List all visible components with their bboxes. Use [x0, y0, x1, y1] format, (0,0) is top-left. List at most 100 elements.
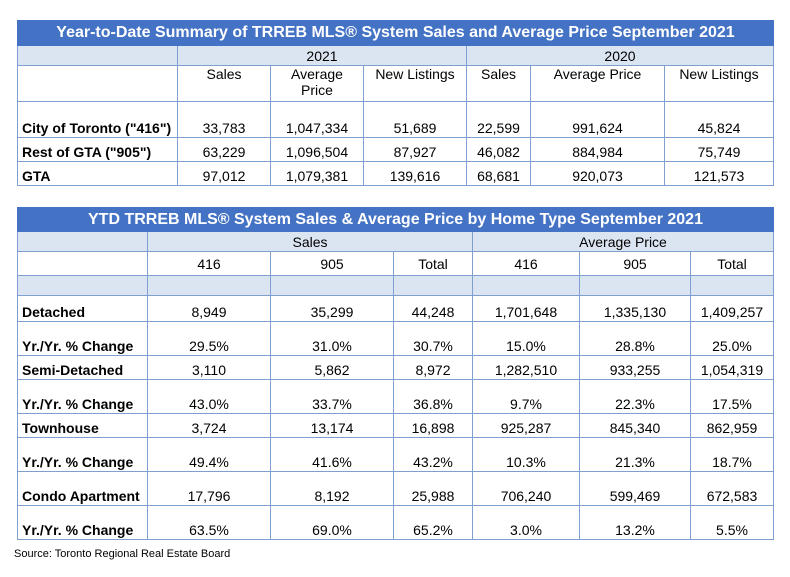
column-header: 905 — [270, 251, 394, 276]
cell: 16,898 — [393, 413, 473, 438]
ytd-summary-table: Year-to-Date Summary of TRREB MLS® Syste… — [17, 20, 774, 186]
cell: 45,824 — [664, 101, 774, 138]
row-label: Detached — [17, 295, 148, 322]
cell: 5,862 — [270, 355, 394, 380]
cell: 46,082 — [466, 137, 531, 162]
cell: 845,340 — [579, 413, 691, 438]
cell: 925,287 — [472, 413, 580, 438]
cell: 63.5% — [147, 505, 271, 540]
cell: 9.7% — [472, 379, 580, 414]
cell: 1,409,257 — [690, 295, 774, 322]
cell: 30.7% — [393, 321, 473, 356]
cell: 991,624 — [530, 101, 665, 138]
cell: 139,616 — [363, 161, 467, 186]
table-row: City of Toronto ("416") 33,783 1,047,334… — [17, 101, 774, 138]
cell: 1,335,130 — [579, 295, 691, 322]
cell: 68,681 — [466, 161, 531, 186]
cell: 1,282,510 — [472, 355, 580, 380]
cell: 1,054,319 — [690, 355, 774, 380]
cell: 8,972 — [393, 355, 473, 380]
row-label: Yr./Yr. % Change — [17, 437, 148, 472]
cell: 18.7% — [690, 437, 774, 472]
cell: 17,796 — [147, 471, 271, 506]
year-2020-header: 2020 — [466, 45, 774, 66]
cell: 13,174 — [270, 413, 394, 438]
year-2021-header: 2021 — [177, 45, 467, 66]
cell: 63,229 — [177, 137, 271, 162]
table-row: Yr./Yr. % Change 43.0% 33.7% 36.8% 9.7% … — [17, 379, 774, 414]
table-row: Detached 8,949 35,299 44,248 1,701,648 1… — [17, 295, 774, 322]
cell: 69.0% — [270, 505, 394, 540]
row-label: Yr./Yr. % Change — [17, 379, 148, 414]
row-label: City of Toronto ("416") — [17, 101, 178, 138]
row-label: Semi-Detached — [17, 355, 148, 380]
cell: 17.5% — [690, 379, 774, 414]
cell: 35,299 — [270, 295, 394, 322]
cell: 920,073 — [530, 161, 665, 186]
table-row: Yr./Yr. % Change 63.5% 69.0% 65.2% 3.0% … — [17, 505, 774, 540]
home-type-title: YTD TRREB MLS® System Sales & Average Pr… — [17, 207, 774, 232]
cell: 8,192 — [270, 471, 394, 506]
cell: 25,988 — [393, 471, 473, 506]
row-label: Condo Apartment — [17, 471, 148, 506]
cell: 22.3% — [579, 379, 691, 414]
table-row: Townhouse 3,724 13,174 16,898 925,287 84… — [17, 413, 774, 438]
cell: 1,079,381 — [270, 161, 364, 186]
cell: 97,012 — [177, 161, 271, 186]
column-header: Average Price — [270, 65, 364, 102]
table-row: Rest of GTA ("905") 63,229 1,096,504 87,… — [17, 137, 774, 162]
sales-group-header: Sales — [147, 231, 473, 252]
table-row: GTA 97,012 1,079,381 139,616 68,681 920,… — [17, 161, 774, 186]
cell: 706,240 — [472, 471, 580, 506]
cell: 13.2% — [579, 505, 691, 540]
spacer-row — [17, 275, 774, 296]
row-label: Yr./Yr. % Change — [17, 321, 148, 356]
home-type-table: YTD TRREB MLS® System Sales & Average Pr… — [17, 207, 774, 540]
row-label: Rest of GTA ("905") — [17, 137, 178, 162]
column-header: 416 — [147, 251, 271, 276]
cell: 29.5% — [147, 321, 271, 356]
cell: 10.3% — [472, 437, 580, 472]
cell: 44,248 — [393, 295, 473, 322]
cell: 31.0% — [270, 321, 394, 356]
cell: 1,047,334 — [270, 101, 364, 138]
cell: 8,949 — [147, 295, 271, 322]
cell: 41.6% — [270, 437, 394, 472]
table-row: Yr./Yr. % Change 49.4% 41.6% 43.2% 10.3%… — [17, 437, 774, 472]
table-row: Semi-Detached 3,110 5,862 8,972 1,282,51… — [17, 355, 774, 380]
row-label: Yr./Yr. % Change — [17, 505, 148, 540]
cell: 121,573 — [664, 161, 774, 186]
cell: 672,583 — [690, 471, 774, 506]
cell: 43.0% — [147, 379, 271, 414]
column-header: New Listings — [363, 65, 467, 102]
cell: 75,749 — [664, 137, 774, 162]
cell: 28.8% — [579, 321, 691, 356]
cell: 65.2% — [393, 505, 473, 540]
cell: 3,110 — [147, 355, 271, 380]
column-header: Total — [690, 251, 774, 276]
row-label: GTA — [17, 161, 178, 186]
cell: 599,469 — [579, 471, 691, 506]
column-header: 905 — [579, 251, 691, 276]
cell: 3.0% — [472, 505, 580, 540]
cell: 21.3% — [579, 437, 691, 472]
cell: 3,724 — [147, 413, 271, 438]
average-price-group-header: Average Price — [472, 231, 774, 252]
cell: 22,599 — [466, 101, 531, 138]
summary-title: Year-to-Date Summary of TRREB MLS® Syste… — [17, 20, 774, 46]
cell: 33.7% — [270, 379, 394, 414]
cell: 1,096,504 — [270, 137, 364, 162]
column-header: Sales — [466, 65, 531, 102]
cell: 884,984 — [530, 137, 665, 162]
table-row: Yr./Yr. % Change 29.5% 31.0% 30.7% 15.0%… — [17, 321, 774, 356]
cell: 5.5% — [690, 505, 774, 540]
cell: 43.2% — [393, 437, 473, 472]
cell: 51,689 — [363, 101, 467, 138]
table-row: Condo Apartment 17,796 8,192 25,988 706,… — [17, 471, 774, 506]
cell: 36.8% — [393, 379, 473, 414]
column-header: Average Price — [530, 65, 665, 102]
cell: 25.0% — [690, 321, 774, 356]
cell: 33,783 — [177, 101, 271, 138]
column-header: 416 — [472, 251, 580, 276]
row-label: Townhouse — [17, 413, 148, 438]
